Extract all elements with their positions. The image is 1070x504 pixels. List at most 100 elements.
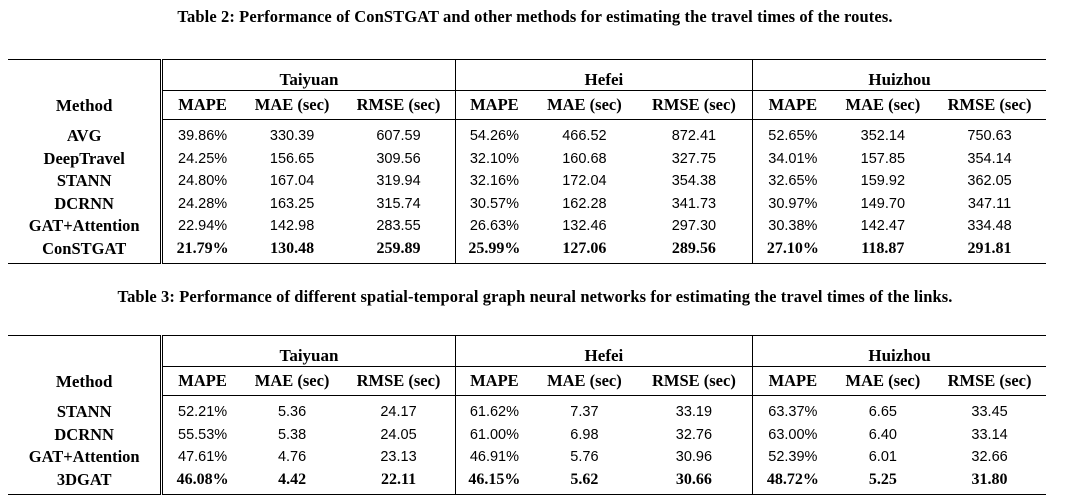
- value-cell: 750.63: [967, 128, 1012, 145]
- value-cell: 341.73: [671, 195, 717, 212]
- value-cell: 156.65: [269, 150, 315, 167]
- value-cell: 61.62%: [454, 395, 534, 424]
- metric-header: MAPE: [752, 90, 833, 120]
- table2-caption: Table 2: Performance of ConSTGAT and oth…: [177, 7, 893, 26]
- table-row: DCRNN 24.28% 163.25 315.74 30.57% 162.28 341.7…: [8, 192, 1046, 215]
- value-cell: 30.57%: [454, 192, 534, 215]
- metric-header: MAPE: [160, 90, 242, 120]
- value-cell: 160.68: [562, 150, 607, 167]
- metric-header: RMSE (sec): [635, 90, 753, 120]
- value-cell: 33.45: [971, 404, 1008, 421]
- value-cell: 46.91%: [454, 446, 534, 469]
- value-cell: 46.08%: [160, 468, 242, 495]
- method-cell: ConSTGAT: [8, 237, 162, 264]
- value-cell: 297.30: [671, 218, 717, 235]
- table-row: STANN 24.80% 167.04 319.94 32.16% 172.04 354.3…: [8, 170, 1046, 193]
- city-header: Huizhou: [752, 335, 1046, 367]
- value-cell: 309.56: [376, 150, 421, 167]
- value-cell: 354.38: [671, 173, 717, 190]
- value-cell: 5.76: [570, 449, 599, 466]
- table3-caption: Table 3: Performance of different spatia…: [117, 287, 953, 306]
- metric-header: MAPE: [752, 366, 833, 396]
- value-cell: 54.26%: [454, 119, 534, 148]
- table-row: AVG 39.86% 330.39 607.59 54.26% 466.52 872.41 5…: [8, 119, 1046, 148]
- value-cell: 22.94%: [160, 215, 242, 238]
- value-cell: 259.89: [342, 237, 456, 264]
- method-cell: STANN: [56, 171, 112, 191]
- table-row: ConSTGAT 21.79% 130.48 259.89 25.99% 127.06 28…: [8, 237, 1046, 264]
- value-cell: 32.16%: [454, 170, 534, 193]
- value-cell: 327.75: [671, 150, 717, 167]
- city-header: Taiyuan: [160, 59, 456, 91]
- city-header: Hefei: [454, 335, 753, 367]
- value-cell: 4.76: [277, 449, 307, 466]
- value-cell: 466.52: [562, 128, 607, 145]
- value-cell: 334.48: [967, 218, 1012, 235]
- value-cell: 22.11: [342, 468, 456, 495]
- method-header: Method: [8, 59, 162, 120]
- value-cell: 30.97%: [752, 192, 833, 215]
- value-cell: 24.17: [380, 404, 417, 421]
- table-row: DeepTravel 24.25% 156.65 309.56 32.10% 160.68…: [8, 147, 1046, 170]
- value-cell: 347.11: [967, 195, 1012, 212]
- value-cell: 6.01: [868, 449, 897, 466]
- table2: Method Taiyuan Hefei Huizhou MAPE MAE (s…: [8, 59, 1046, 264]
- value-cell: 33.14: [971, 426, 1008, 443]
- value-cell: 159.92: [860, 173, 906, 190]
- method-cell: GAT+Attention: [28, 447, 140, 467]
- value-cell: 118.87: [832, 237, 934, 264]
- table3: Method Taiyuan Hefei Huizhou MAPE MAE (s…: [8, 335, 1046, 495]
- metric-header: RMSE (sec): [635, 366, 753, 396]
- value-cell: 172.04: [562, 173, 607, 190]
- value-cell: 32.66: [971, 449, 1008, 466]
- value-cell: 31.80: [933, 468, 1046, 495]
- value-cell: 63.37%: [752, 395, 833, 424]
- metric-header: RMSE (sec): [933, 366, 1046, 396]
- value-cell: 162.28: [562, 195, 607, 212]
- value-cell: 24.05: [380, 426, 417, 443]
- value-cell: 6.65: [868, 404, 897, 421]
- metric-header: MAE (sec): [241, 90, 343, 120]
- metric-header: MAE (sec): [832, 90, 934, 120]
- value-cell: 142.98: [269, 218, 315, 235]
- value-cell: 132.46: [562, 218, 607, 235]
- table-row: 3DGAT 46.08% 4.42 22.11 46.15% 5.62 30.66 48.72…: [8, 468, 1046, 495]
- value-cell: 30.38%: [752, 215, 833, 238]
- value-cell: 5.38: [277, 426, 307, 443]
- value-cell: 61.00%: [454, 423, 534, 446]
- city-header: Hefei: [454, 59, 753, 91]
- method-cell: DCRNN: [54, 424, 114, 444]
- value-cell: 30.66: [635, 468, 753, 495]
- value-cell: 319.94: [376, 173, 421, 190]
- metric-header: MAE (sec): [241, 366, 343, 396]
- value-cell: 27.10%: [752, 237, 833, 264]
- value-cell: 157.85: [860, 150, 906, 167]
- method-cell: 3DGAT: [8, 468, 162, 495]
- value-cell: 26.63%: [454, 215, 534, 238]
- value-cell: 39.86%: [160, 119, 242, 148]
- value-cell: 289.56: [635, 237, 753, 264]
- value-cell: 872.41: [671, 128, 717, 145]
- value-cell: 283.55: [376, 218, 421, 235]
- metric-header: MAE (sec): [533, 366, 636, 396]
- value-cell: 291.81: [933, 237, 1046, 264]
- value-cell: 32.10%: [454, 147, 534, 170]
- value-cell: 130.48: [241, 237, 343, 264]
- metric-header: MAPE: [454, 366, 534, 396]
- value-cell: 55.53%: [160, 423, 242, 446]
- value-cell: 46.15%: [454, 468, 534, 495]
- value-cell: 24.28%: [160, 192, 242, 215]
- value-cell: 25.99%: [454, 237, 534, 264]
- method-cell: GAT+Attention: [28, 216, 140, 236]
- value-cell: 32.65%: [752, 170, 833, 193]
- value-cell: 52.39%: [752, 446, 833, 469]
- value-cell: 21.79%: [160, 237, 242, 264]
- city-header: Taiyuan: [160, 335, 456, 367]
- value-cell: 4.42: [241, 468, 343, 495]
- value-cell: 33.19: [675, 404, 713, 421]
- value-cell: 330.39: [269, 128, 315, 145]
- value-cell: 163.25: [269, 195, 315, 212]
- value-cell: 315.74: [376, 195, 421, 212]
- value-cell: 354.14: [967, 150, 1012, 167]
- value-cell: 7.37: [570, 404, 599, 421]
